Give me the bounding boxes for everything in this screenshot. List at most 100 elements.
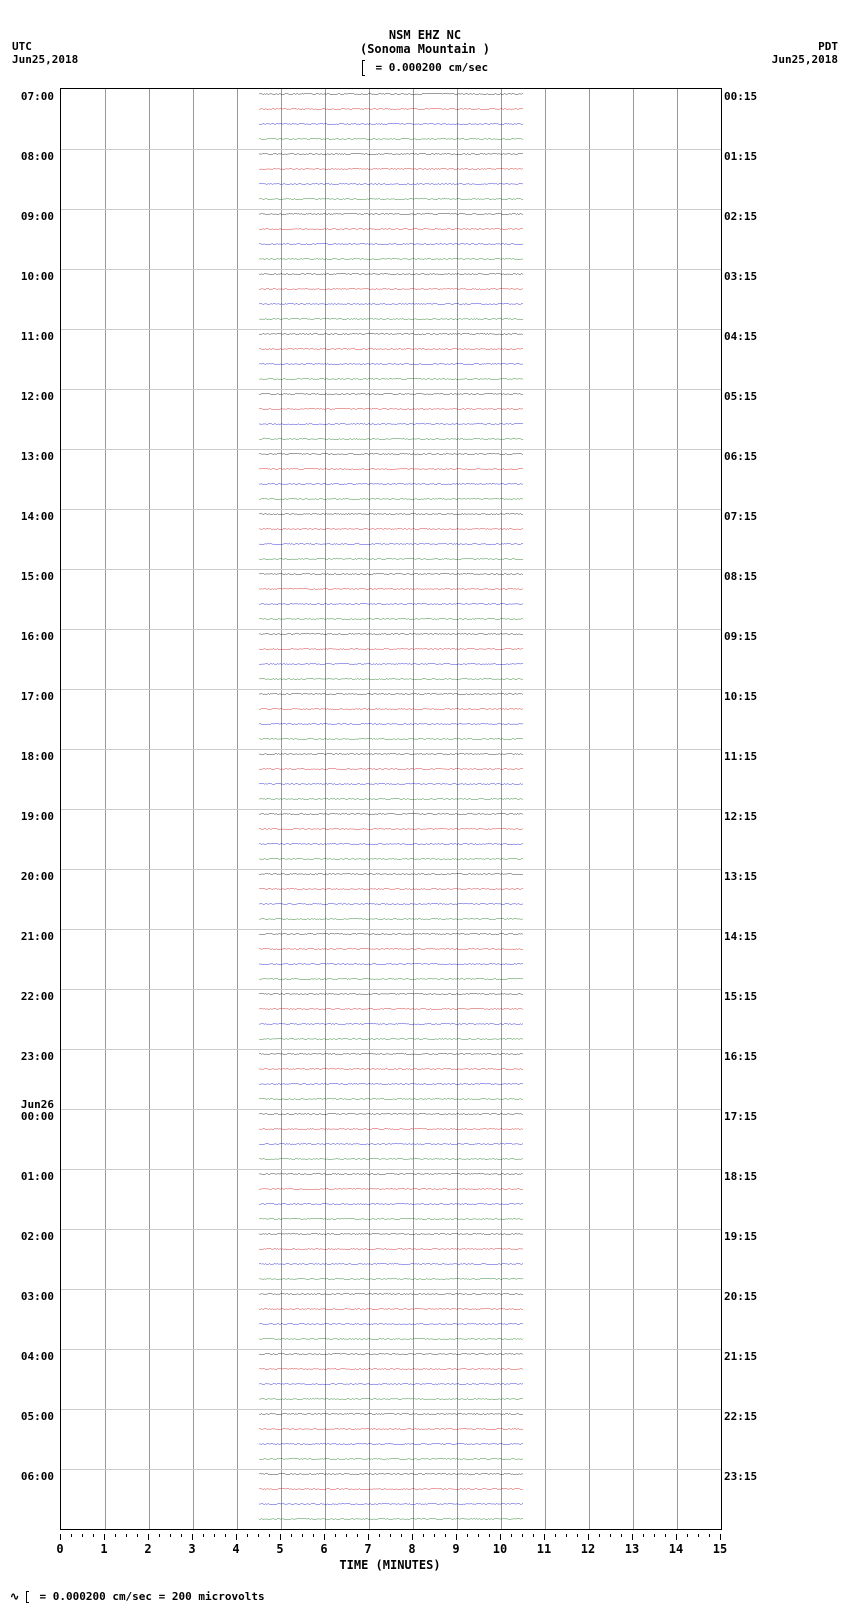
- x-tick: [588, 1534, 589, 1540]
- x-axis: TIME (MINUTES) 0123456789101112131415: [60, 1534, 720, 1574]
- x-tick: [236, 1534, 237, 1540]
- pdt-time-label: 00:15: [724, 90, 774, 103]
- x-tick-label: 8: [408, 1542, 415, 1556]
- seismic-trace: [61, 392, 721, 396]
- seismic-trace: [61, 1082, 721, 1086]
- seismic-trace: [61, 152, 721, 156]
- x-tick-minor: [610, 1534, 611, 1537]
- utc-time-label: 10:00: [4, 270, 54, 283]
- x-tick-label: 15: [713, 1542, 727, 1556]
- x-tick-minor: [269, 1534, 270, 1537]
- hgrid-line: [61, 989, 721, 990]
- seismic-trace: [61, 1202, 721, 1206]
- tz-right-date: Jun25,2018: [772, 53, 838, 66]
- seismic-trace: [61, 917, 721, 921]
- x-tick: [412, 1534, 413, 1540]
- seismic-trace: [61, 1112, 721, 1116]
- utc-time-label: 06:00: [4, 1470, 54, 1483]
- utc-time-label: 03:00: [4, 1290, 54, 1303]
- utc-time-label: 13:00: [4, 450, 54, 463]
- seismic-trace: [61, 602, 721, 606]
- x-tick-label: 14: [669, 1542, 683, 1556]
- x-tick-minor: [698, 1534, 699, 1537]
- utc-time-label: 05:00: [4, 1410, 54, 1423]
- x-tick-minor: [687, 1534, 688, 1537]
- x-tick-label: 5: [276, 1542, 283, 1556]
- date-change-label: Jun26: [4, 1098, 54, 1111]
- chart-header: NSM EHZ NC (Sonoma Mountain ) = 0.000200…: [0, 28, 850, 76]
- seismic-trace: [61, 572, 721, 576]
- pdt-time-label: 22:15: [724, 1410, 774, 1423]
- seismic-trace: [61, 1382, 721, 1386]
- hgrid-line: [61, 269, 721, 270]
- seismic-trace: [61, 167, 721, 171]
- seismic-trace: [61, 542, 721, 546]
- seismogram-plot: [60, 88, 722, 1530]
- utc-time-label: 08:00: [4, 150, 54, 163]
- x-tick-label: 7: [364, 1542, 371, 1556]
- x-tick-minor: [170, 1534, 171, 1537]
- x-tick: [720, 1534, 721, 1540]
- seismic-trace: [61, 842, 721, 846]
- tz-right-label: PDT: [772, 40, 838, 53]
- seismic-trace: [61, 1487, 721, 1491]
- pdt-time-label: 14:15: [724, 930, 774, 943]
- seismic-trace: [61, 992, 721, 996]
- x-tick-minor: [181, 1534, 182, 1537]
- pdt-time-label: 16:15: [724, 1050, 774, 1063]
- hgrid-line: [61, 1049, 721, 1050]
- seismic-trace: [61, 1172, 721, 1176]
- x-tick-minor: [665, 1534, 666, 1537]
- hgrid-line: [61, 509, 721, 510]
- utc-time-label: 20:00: [4, 870, 54, 883]
- utc-time-label: 23:00: [4, 1050, 54, 1063]
- x-tick-label: 1: [100, 1542, 107, 1556]
- seismic-trace: [61, 677, 721, 681]
- utc-time-label: 09:00: [4, 210, 54, 223]
- pdt-time-label: 09:15: [724, 630, 774, 643]
- utc-time-label: 04:00: [4, 1350, 54, 1363]
- seismic-trace: [61, 347, 721, 351]
- scale-indicator: = 0.000200 cm/sec: [0, 60, 850, 76]
- hgrid-line: [61, 1349, 721, 1350]
- pdt-time-label: 13:15: [724, 870, 774, 883]
- x-tick-minor: [390, 1534, 391, 1537]
- pdt-time-label: 02:15: [724, 210, 774, 223]
- pdt-time-label: 04:15: [724, 330, 774, 343]
- hgrid-line: [61, 1289, 721, 1290]
- x-tick: [104, 1534, 105, 1540]
- seismic-trace: [61, 662, 721, 666]
- hgrid-line: [61, 389, 721, 390]
- seismic-trace: [61, 1157, 721, 1161]
- seismic-trace: [61, 362, 721, 366]
- x-tick-minor: [71, 1534, 72, 1537]
- x-tick: [544, 1534, 545, 1540]
- seismic-trace: [61, 1127, 721, 1131]
- x-tick-minor: [258, 1534, 259, 1537]
- seismic-trace: [61, 1217, 721, 1221]
- x-tick-minor: [357, 1534, 358, 1537]
- seismic-trace: [61, 1037, 721, 1041]
- x-axis-title: TIME (MINUTES): [60, 1558, 720, 1572]
- hgrid-line: [61, 149, 721, 150]
- x-tick-minor: [313, 1534, 314, 1537]
- seismic-trace: [61, 1022, 721, 1026]
- timezone-left: UTC Jun25,2018: [12, 40, 78, 66]
- seismic-trace: [61, 227, 721, 231]
- seismic-trace: [61, 1352, 721, 1356]
- x-tick-label: 10: [493, 1542, 507, 1556]
- x-tick: [676, 1534, 677, 1540]
- seismic-trace: [61, 287, 721, 291]
- seismic-trace: [61, 722, 721, 726]
- seismic-trace: [61, 857, 721, 861]
- hgrid-line: [61, 929, 721, 930]
- utc-time-label: 01:00: [4, 1170, 54, 1183]
- x-tick-label: 11: [537, 1542, 551, 1556]
- hgrid-line: [61, 629, 721, 630]
- x-tick-minor: [555, 1534, 556, 1537]
- seismic-trace: [61, 332, 721, 336]
- x-tick-minor: [137, 1534, 138, 1537]
- x-tick-minor: [302, 1534, 303, 1537]
- seismic-trace: [61, 902, 721, 906]
- seismic-trace: [61, 1262, 721, 1266]
